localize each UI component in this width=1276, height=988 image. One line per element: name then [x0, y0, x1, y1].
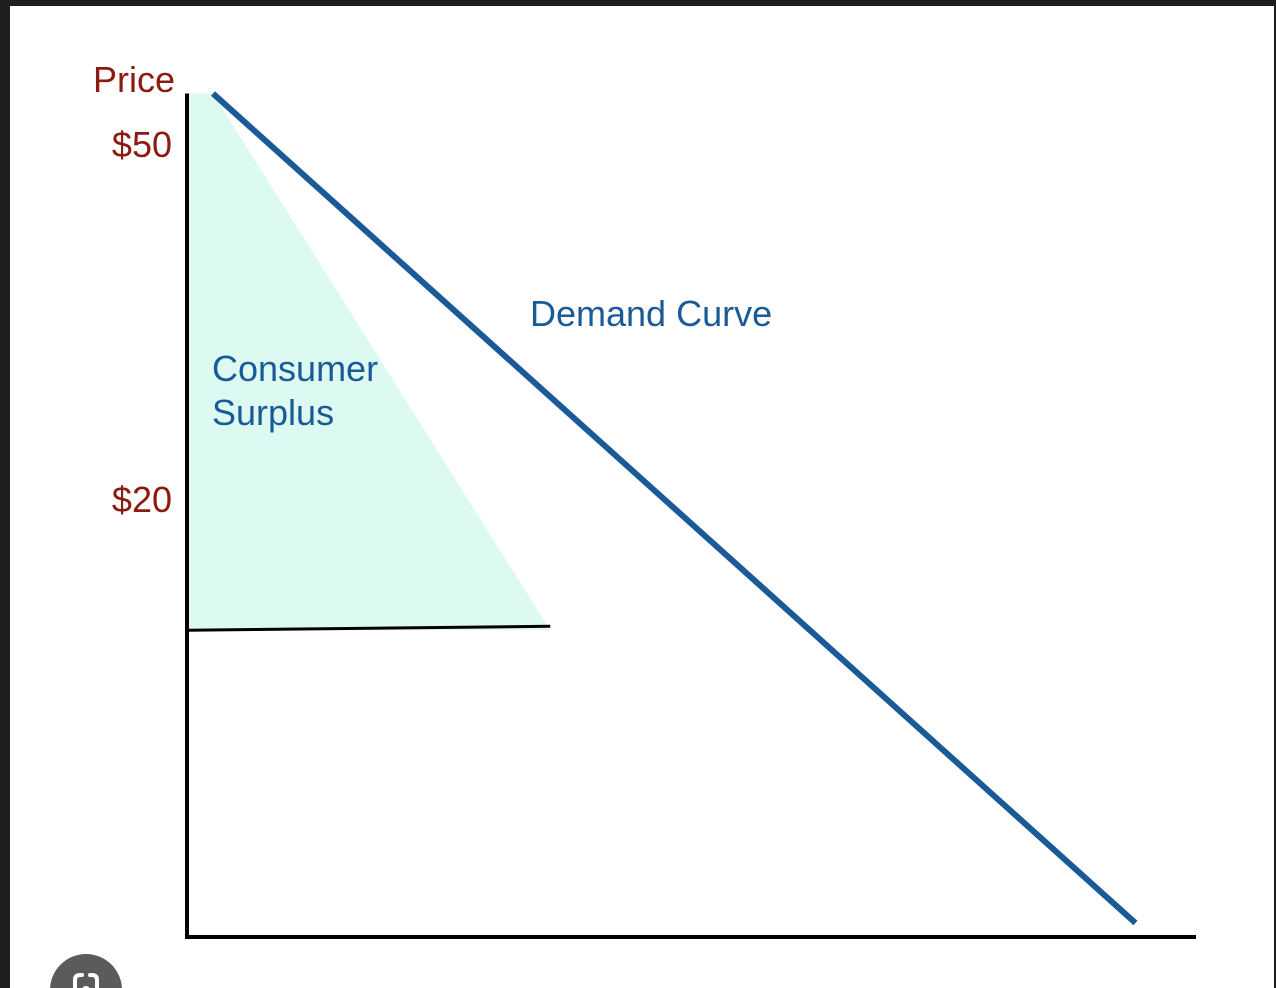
lens-icon [73, 973, 99, 988]
y-tick-label-50: $50 [112, 124, 172, 165]
consumer-surplus-label-line2: Surplus [212, 392, 334, 433]
image-frame: Price $50 $20 Demand Curve Consumer Surp… [10, 6, 1274, 988]
consumer-surplus-label-line1: Consumer [212, 348, 378, 389]
y-tick-label-20: $20 [112, 479, 172, 520]
consumer-surplus-area [187, 93, 551, 631]
demand-curve-line [210, 91, 1138, 926]
price-line [186, 624, 551, 632]
demand-curve-label: Demand Curve [530, 293, 772, 334]
consumer-surplus-chart: Price $50 $20 Demand Curve Consumer Surp… [93, 59, 1196, 939]
y-axis-label: Price [93, 59, 175, 100]
